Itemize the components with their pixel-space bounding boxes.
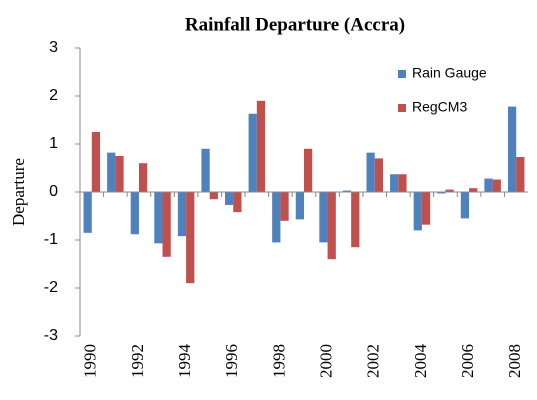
y-tick-label: 1 [49, 135, 58, 152]
bar [186, 192, 195, 284]
x-tick-label: 1994 [175, 344, 194, 379]
legend-swatch [398, 70, 406, 78]
bar [366, 152, 375, 192]
x-tick-label: 2008 [505, 344, 524, 378]
bar [390, 174, 399, 192]
bar [177, 192, 187, 237]
y-tick-label: -3 [44, 327, 58, 344]
y-tick-label: -1 [44, 231, 58, 248]
bar [107, 152, 116, 192]
x-tick-label: 2006 [458, 344, 477, 378]
bar [130, 192, 139, 235]
x-tick-label: 1990 [81, 344, 100, 378]
bar [492, 179, 501, 192]
bar [83, 192, 92, 233]
chart-title: Rainfall Departure (Accra) [185, 14, 405, 35]
bar [233, 192, 242, 213]
bar [319, 192, 328, 243]
bar [201, 148, 210, 192]
bar [342, 190, 352, 192]
bar [437, 192, 446, 194]
bar [516, 156, 525, 192]
y-tick-label: 3 [49, 39, 58, 56]
x-tick-label: 2000 [316, 344, 335, 378]
y-tick-label: -2 [44, 279, 58, 296]
bar [421, 192, 431, 225]
bar [280, 192, 289, 221]
bar [295, 192, 304, 220]
bar [445, 189, 454, 192]
bar [413, 192, 422, 231]
bar [374, 158, 383, 192]
y-tick-label: 2 [49, 87, 58, 104]
bar [469, 188, 478, 192]
bar [115, 156, 124, 192]
bar [154, 192, 163, 244]
bar [398, 174, 407, 192]
y-axis-label: Departure [9, 158, 28, 226]
bar [162, 192, 171, 257]
bar [91, 132, 101, 192]
bar [304, 148, 313, 192]
legend-label: RegCM3 [412, 99, 467, 115]
x-tick-label: 1998 [269, 344, 288, 378]
bar [484, 178, 493, 192]
bar [460, 192, 470, 219]
bar [351, 192, 360, 248]
bar [138, 163, 148, 192]
bar [209, 192, 218, 200]
x-tick-label: 1992 [128, 344, 147, 378]
y-tick-label: 0 [49, 183, 58, 200]
legend-label: Rain Gauge [412, 65, 487, 81]
bar [248, 113, 257, 192]
x-tick-label: 2004 [411, 344, 430, 379]
bar [256, 100, 266, 192]
bar [272, 192, 281, 243]
legend-swatch [398, 104, 406, 112]
bar [327, 192, 336, 260]
bar [225, 192, 234, 205]
x-tick-label: 2002 [364, 344, 383, 378]
bar [507, 106, 517, 192]
x-tick-label: 1996 [222, 344, 241, 378]
